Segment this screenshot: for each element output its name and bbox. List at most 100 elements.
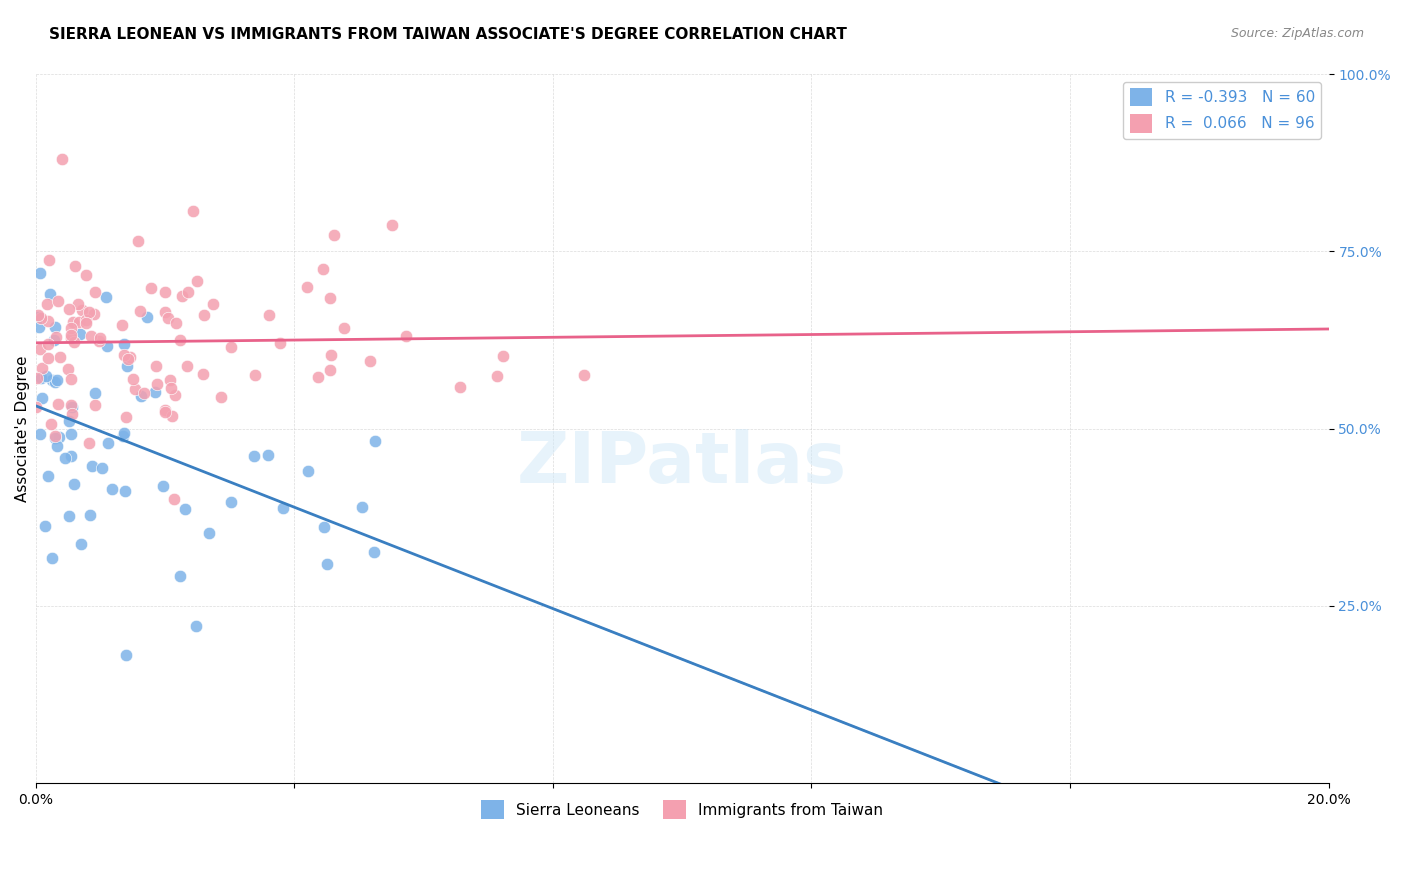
Point <box>59 426 82 441</box>
Point <box>28 320 51 334</box>
Point <box>219 340 242 354</box>
Point <box>307 370 329 384</box>
Point <box>115 648 138 663</box>
Point <box>485 369 508 384</box>
Point <box>169 333 191 347</box>
Point <box>193 308 215 322</box>
Point <box>112 337 135 351</box>
Point <box>37 336 59 351</box>
Point <box>34 369 56 384</box>
Text: ZIPatlas: ZIPatlas <box>517 429 848 499</box>
Point <box>30 343 52 357</box>
Point <box>219 495 242 509</box>
Point <box>492 349 515 363</box>
Point <box>44 429 66 443</box>
Point <box>45 330 67 344</box>
Point <box>28 426 51 441</box>
Point <box>80 328 103 343</box>
Point <box>574 368 596 383</box>
Point <box>96 339 118 353</box>
Point <box>245 368 267 383</box>
Point <box>114 348 136 362</box>
Point <box>69 326 91 341</box>
Point <box>160 381 183 395</box>
Point <box>127 234 149 248</box>
Point <box>209 390 232 404</box>
Point <box>87 334 110 348</box>
Point <box>60 331 83 345</box>
Point <box>173 501 195 516</box>
Point <box>83 307 105 321</box>
Point <box>89 331 111 345</box>
Point <box>352 500 374 515</box>
Point <box>129 389 152 403</box>
Point <box>63 334 86 349</box>
Point <box>114 483 136 498</box>
Point <box>62 477 84 491</box>
Point <box>75 268 97 282</box>
Point <box>120 350 142 364</box>
Point <box>44 431 66 445</box>
Point <box>111 318 134 333</box>
Point <box>25 370 48 384</box>
Point <box>94 290 117 304</box>
Point <box>77 435 100 450</box>
Point <box>165 388 187 402</box>
Point <box>37 314 59 328</box>
Point <box>359 353 381 368</box>
Point <box>176 359 198 373</box>
Point <box>312 520 335 534</box>
Point <box>395 329 418 343</box>
Point <box>66 296 89 310</box>
Point <box>83 385 105 400</box>
Point <box>83 398 105 412</box>
Point <box>60 401 83 415</box>
Point <box>70 536 93 550</box>
Point <box>122 372 145 386</box>
Point <box>170 289 193 303</box>
Point <box>316 557 339 571</box>
Point <box>37 351 59 365</box>
Point <box>67 315 90 329</box>
Point <box>59 372 82 386</box>
Point <box>46 294 69 309</box>
Point <box>30 370 52 384</box>
Point <box>297 464 319 478</box>
Point <box>136 310 159 324</box>
Point <box>27 310 49 324</box>
Point <box>44 320 66 334</box>
Point <box>45 439 67 453</box>
Point <box>364 434 387 448</box>
Point <box>59 399 82 413</box>
Point <box>333 321 356 335</box>
Point <box>153 405 176 419</box>
Point <box>75 313 97 327</box>
Point <box>186 274 208 288</box>
Point <box>27 308 49 322</box>
Point <box>449 380 471 394</box>
Point <box>165 316 187 330</box>
Point <box>79 508 101 523</box>
Point <box>49 350 72 364</box>
Point <box>115 410 138 425</box>
Point <box>31 360 53 375</box>
Point <box>51 152 73 166</box>
Point <box>318 291 340 305</box>
Point <box>134 386 156 401</box>
Point <box>48 396 70 410</box>
Point <box>152 479 174 493</box>
Point <box>41 373 63 387</box>
Point <box>295 279 318 293</box>
Point <box>321 348 343 362</box>
Point <box>37 468 59 483</box>
Point <box>58 508 80 523</box>
Point <box>202 297 225 311</box>
Point <box>163 492 186 507</box>
Point <box>30 311 52 326</box>
Point <box>153 285 176 299</box>
Point <box>143 385 166 400</box>
Point <box>53 450 76 465</box>
Point <box>112 425 135 440</box>
Point <box>31 391 53 405</box>
Point <box>159 373 181 387</box>
